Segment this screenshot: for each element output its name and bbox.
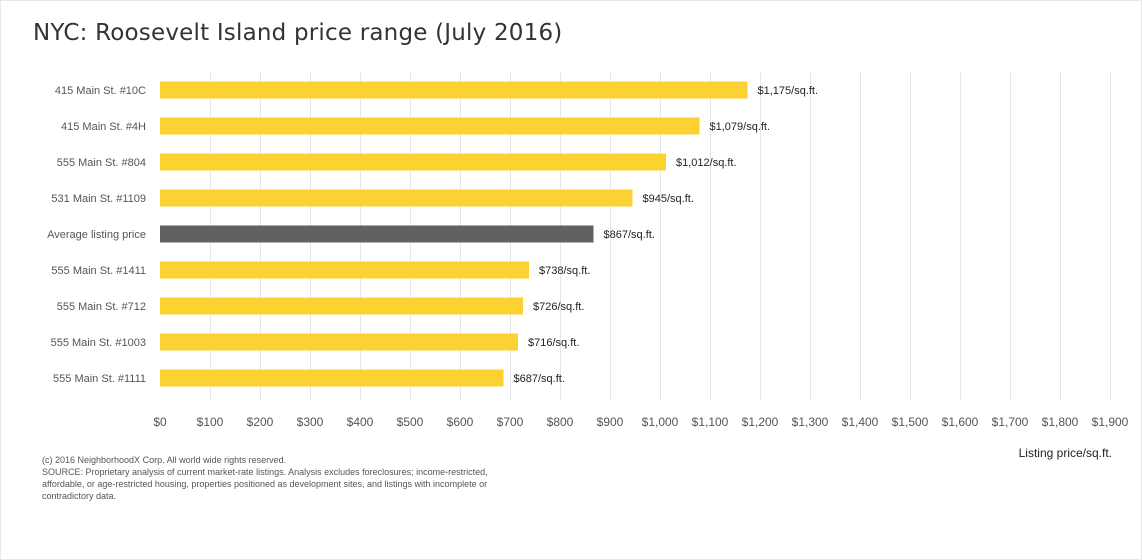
x-tick-label: $900: [597, 415, 624, 429]
category-label: 531 Main St. #1109: [51, 193, 146, 205]
x-axis-ticks: $0 $100 $200 $300 $400 $500 $600 $700 $800 $900 $1…: [153, 415, 1128, 429]
x-tick-label: $300: [297, 415, 324, 429]
value-labels: $1,175/sq.ft. $1,079/sq.ft. $1,012/sq.ft. $…: [514, 85, 819, 385]
value-label: $726/sq.ft.: [533, 301, 584, 313]
bar: [160, 297, 523, 315]
value-label: $738/sq.ft.: [539, 265, 590, 277]
chart-title: NYC: Roosevelt Island price range (July …: [33, 20, 563, 46]
x-tick-label: $400: [347, 415, 374, 429]
x-tick-label: $1,400: [842, 415, 879, 429]
bar: [160, 153, 666, 171]
x-tick-label: $1,000: [642, 415, 679, 429]
value-label: $867/sq.ft.: [604, 229, 655, 241]
x-tick-label: $0: [153, 415, 167, 429]
x-tick-label: $1,500: [892, 415, 929, 429]
x-tick-label: $1,100: [692, 415, 729, 429]
average-bar: [160, 225, 594, 243]
value-label: $687/sq.ft.: [514, 373, 565, 385]
x-tick-label: $1,600: [942, 415, 979, 429]
source-text: SOURCE: Proprietary analysis of current …: [42, 467, 488, 501]
x-tick-label: $500: [397, 415, 424, 429]
bar: [160, 333, 518, 351]
x-tick-label: $1,300: [792, 415, 829, 429]
bar: [160, 81, 748, 99]
value-label: $1,079/sq.ft.: [710, 121, 771, 133]
x-tick-label: $700: [497, 415, 524, 429]
category-label: 555 Main St. #804: [57, 157, 146, 169]
x-tick-label: $1,800: [1042, 415, 1079, 429]
category-label: 555 Main St. #1111: [53, 373, 146, 385]
x-tick-label: $800: [547, 415, 574, 429]
x-axis-title: Listing price/sq.ft.: [1018, 446, 1112, 460]
x-tick-label: $100: [197, 415, 224, 429]
x-tick-label: $600: [447, 415, 474, 429]
category-label: 555 Main St. #712: [57, 301, 146, 313]
bars: [160, 81, 748, 387]
copyright-text: (c) 2016 NeighborhoodX Corp. All world w…: [42, 455, 287, 465]
bar: [160, 117, 700, 135]
value-label: $716/sq.ft.: [528, 337, 579, 349]
x-tick-label: $1,700: [992, 415, 1029, 429]
category-label: Average listing price: [47, 229, 146, 241]
value-label: $945/sq.ft.: [643, 193, 694, 205]
category-label: 415 Main St. #10C: [55, 85, 146, 97]
footnote: (c) 2016 NeighborhoodX Corp. All world w…: [42, 454, 492, 502]
x-tick-label: $1,200: [742, 415, 779, 429]
category-label: 415 Main St. #4H: [61, 121, 146, 133]
bar: [160, 369, 504, 387]
value-label: $1,175/sq.ft.: [758, 85, 819, 97]
bar: [160, 261, 529, 279]
category-labels: 415 Main St. #10C 415 Main St. #4H 555 Mai…: [47, 85, 146, 385]
value-label: $1,012/sq.ft.: [676, 157, 737, 169]
x-tick-label: $200: [247, 415, 274, 429]
bar: [160, 189, 633, 207]
x-tick-label: $1,900: [1092, 415, 1129, 429]
category-label: 555 Main St. #1411: [51, 265, 146, 277]
category-label: 555 Main St. #1003: [51, 337, 146, 349]
bar-chart: 415 Main St. #10C 415 Main St. #4H 555 Mai…: [47, 72, 1129, 429]
